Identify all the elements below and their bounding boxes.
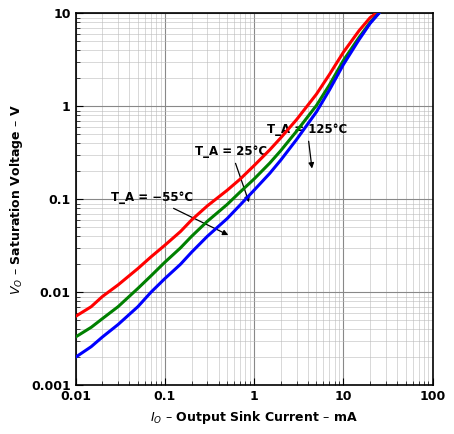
Text: T_A = 125°C: T_A = 125°C bbox=[267, 123, 347, 167]
Text: T_A = 25°C: T_A = 25°C bbox=[195, 145, 267, 201]
X-axis label: $I_O$ – Output Sink Current – mA: $I_O$ – Output Sink Current – mA bbox=[150, 409, 358, 426]
Text: T_A = −55°C: T_A = −55°C bbox=[111, 191, 227, 234]
Y-axis label: $V_O$ – Saturation Voltage – V: $V_O$ – Saturation Voltage – V bbox=[8, 104, 25, 295]
